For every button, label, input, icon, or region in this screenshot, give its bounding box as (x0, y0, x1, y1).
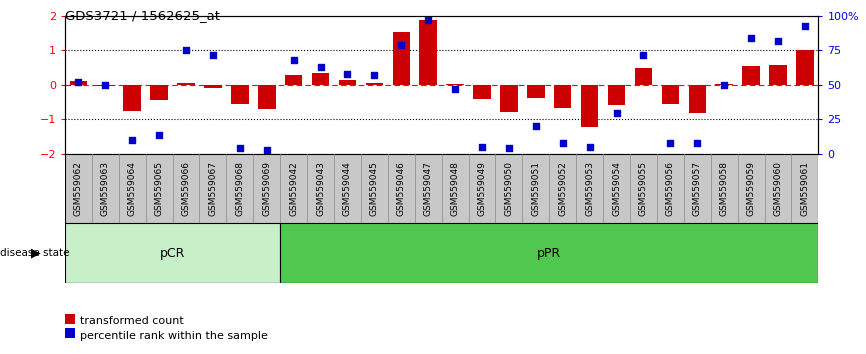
Bar (527, 85, 545, 98)
Point (583, 144, 597, 150)
Point (340, 71, 354, 77)
Bar (285, 75, 302, 85)
Text: GSM559045: GSM559045 (370, 161, 379, 216)
Bar (258, 85, 275, 109)
Bar (581, 85, 598, 127)
Bar (796, 51, 814, 85)
Text: GSM559058: GSM559058 (720, 161, 728, 216)
Bar (419, 20, 437, 85)
Text: GSM559056: GSM559056 (666, 161, 675, 216)
Text: GSM559049: GSM559049 (477, 161, 487, 216)
Bar (501, 85, 518, 112)
Point (287, 57, 301, 63)
Bar (608, 85, 625, 105)
Bar (635, 68, 652, 85)
Bar (688, 85, 706, 113)
Bar (204, 85, 222, 88)
Text: GSM559064: GSM559064 (127, 161, 137, 216)
Point (179, 48, 193, 53)
Point (367, 73, 381, 78)
Point (449, 86, 462, 92)
Text: GSM559055: GSM559055 (639, 161, 648, 216)
Text: GSM559043: GSM559043 (316, 161, 325, 216)
Point (663, 140, 677, 146)
Text: disease state: disease state (0, 248, 69, 258)
Point (637, 52, 650, 57)
Text: GSM559051: GSM559051 (532, 161, 540, 216)
Bar (392, 33, 410, 85)
Text: pPR: pPR (537, 247, 561, 259)
Point (556, 140, 570, 146)
Text: GSM559046: GSM559046 (397, 161, 406, 216)
Bar (312, 73, 329, 85)
Bar (339, 80, 356, 85)
Text: GDS3721 / 1562625_at: GDS3721 / 1562625_at (65, 9, 220, 22)
Text: GSM559054: GSM559054 (612, 161, 621, 216)
Text: percentile rank within the sample: percentile rank within the sample (80, 331, 268, 341)
Text: GSM559057: GSM559057 (693, 161, 701, 216)
Text: GSM559060: GSM559060 (773, 161, 783, 216)
Point (126, 137, 139, 143)
Bar (474, 85, 491, 99)
Bar (662, 85, 679, 104)
Bar (151, 85, 168, 100)
Point (313, 64, 327, 70)
Text: GSM559042: GSM559042 (289, 161, 298, 216)
Text: GSM559059: GSM559059 (746, 161, 756, 216)
Point (771, 38, 785, 44)
Text: GSM559063: GSM559063 (100, 161, 110, 216)
Bar (769, 65, 786, 85)
Text: transformed count: transformed count (80, 316, 184, 326)
Bar (281, 223, 818, 283)
Bar (365, 83, 383, 85)
Text: pCR: pCR (160, 247, 185, 259)
Text: GSM559062: GSM559062 (74, 161, 83, 216)
Point (529, 124, 543, 129)
Text: ▶: ▶ (31, 247, 41, 259)
Point (690, 140, 704, 146)
Point (260, 147, 274, 153)
Bar (715, 84, 733, 85)
Point (394, 42, 408, 48)
Bar (231, 85, 249, 104)
Text: GSM559044: GSM559044 (343, 161, 352, 216)
Bar (65, 223, 281, 283)
Bar (554, 85, 572, 108)
Point (99, 82, 113, 88)
Text: GSM559050: GSM559050 (504, 161, 514, 216)
Text: GSM559061: GSM559061 (800, 161, 810, 216)
Point (72, 79, 86, 85)
Text: GSM559065: GSM559065 (155, 161, 164, 216)
Bar (178, 83, 195, 85)
Text: GSM559048: GSM559048 (450, 161, 460, 216)
Point (233, 145, 247, 151)
Text: GSM559047: GSM559047 (423, 161, 433, 216)
Text: GSM559067: GSM559067 (209, 161, 217, 216)
Bar (742, 66, 759, 85)
Bar (446, 84, 464, 85)
Bar (69, 81, 87, 85)
Point (717, 82, 731, 88)
Text: GSM559069: GSM559069 (262, 161, 271, 216)
Point (502, 145, 516, 151)
Point (744, 35, 758, 41)
Point (152, 132, 166, 137)
Text: GSM559053: GSM559053 (585, 161, 594, 216)
Bar (97, 85, 114, 86)
Point (610, 110, 624, 115)
Point (475, 144, 489, 150)
Point (206, 52, 220, 57)
Point (421, 17, 435, 23)
Bar (124, 85, 141, 111)
Text: GSM559052: GSM559052 (559, 161, 567, 216)
Text: GSM559066: GSM559066 (182, 161, 191, 216)
Text: GSM559068: GSM559068 (236, 161, 244, 216)
Point (798, 23, 811, 28)
